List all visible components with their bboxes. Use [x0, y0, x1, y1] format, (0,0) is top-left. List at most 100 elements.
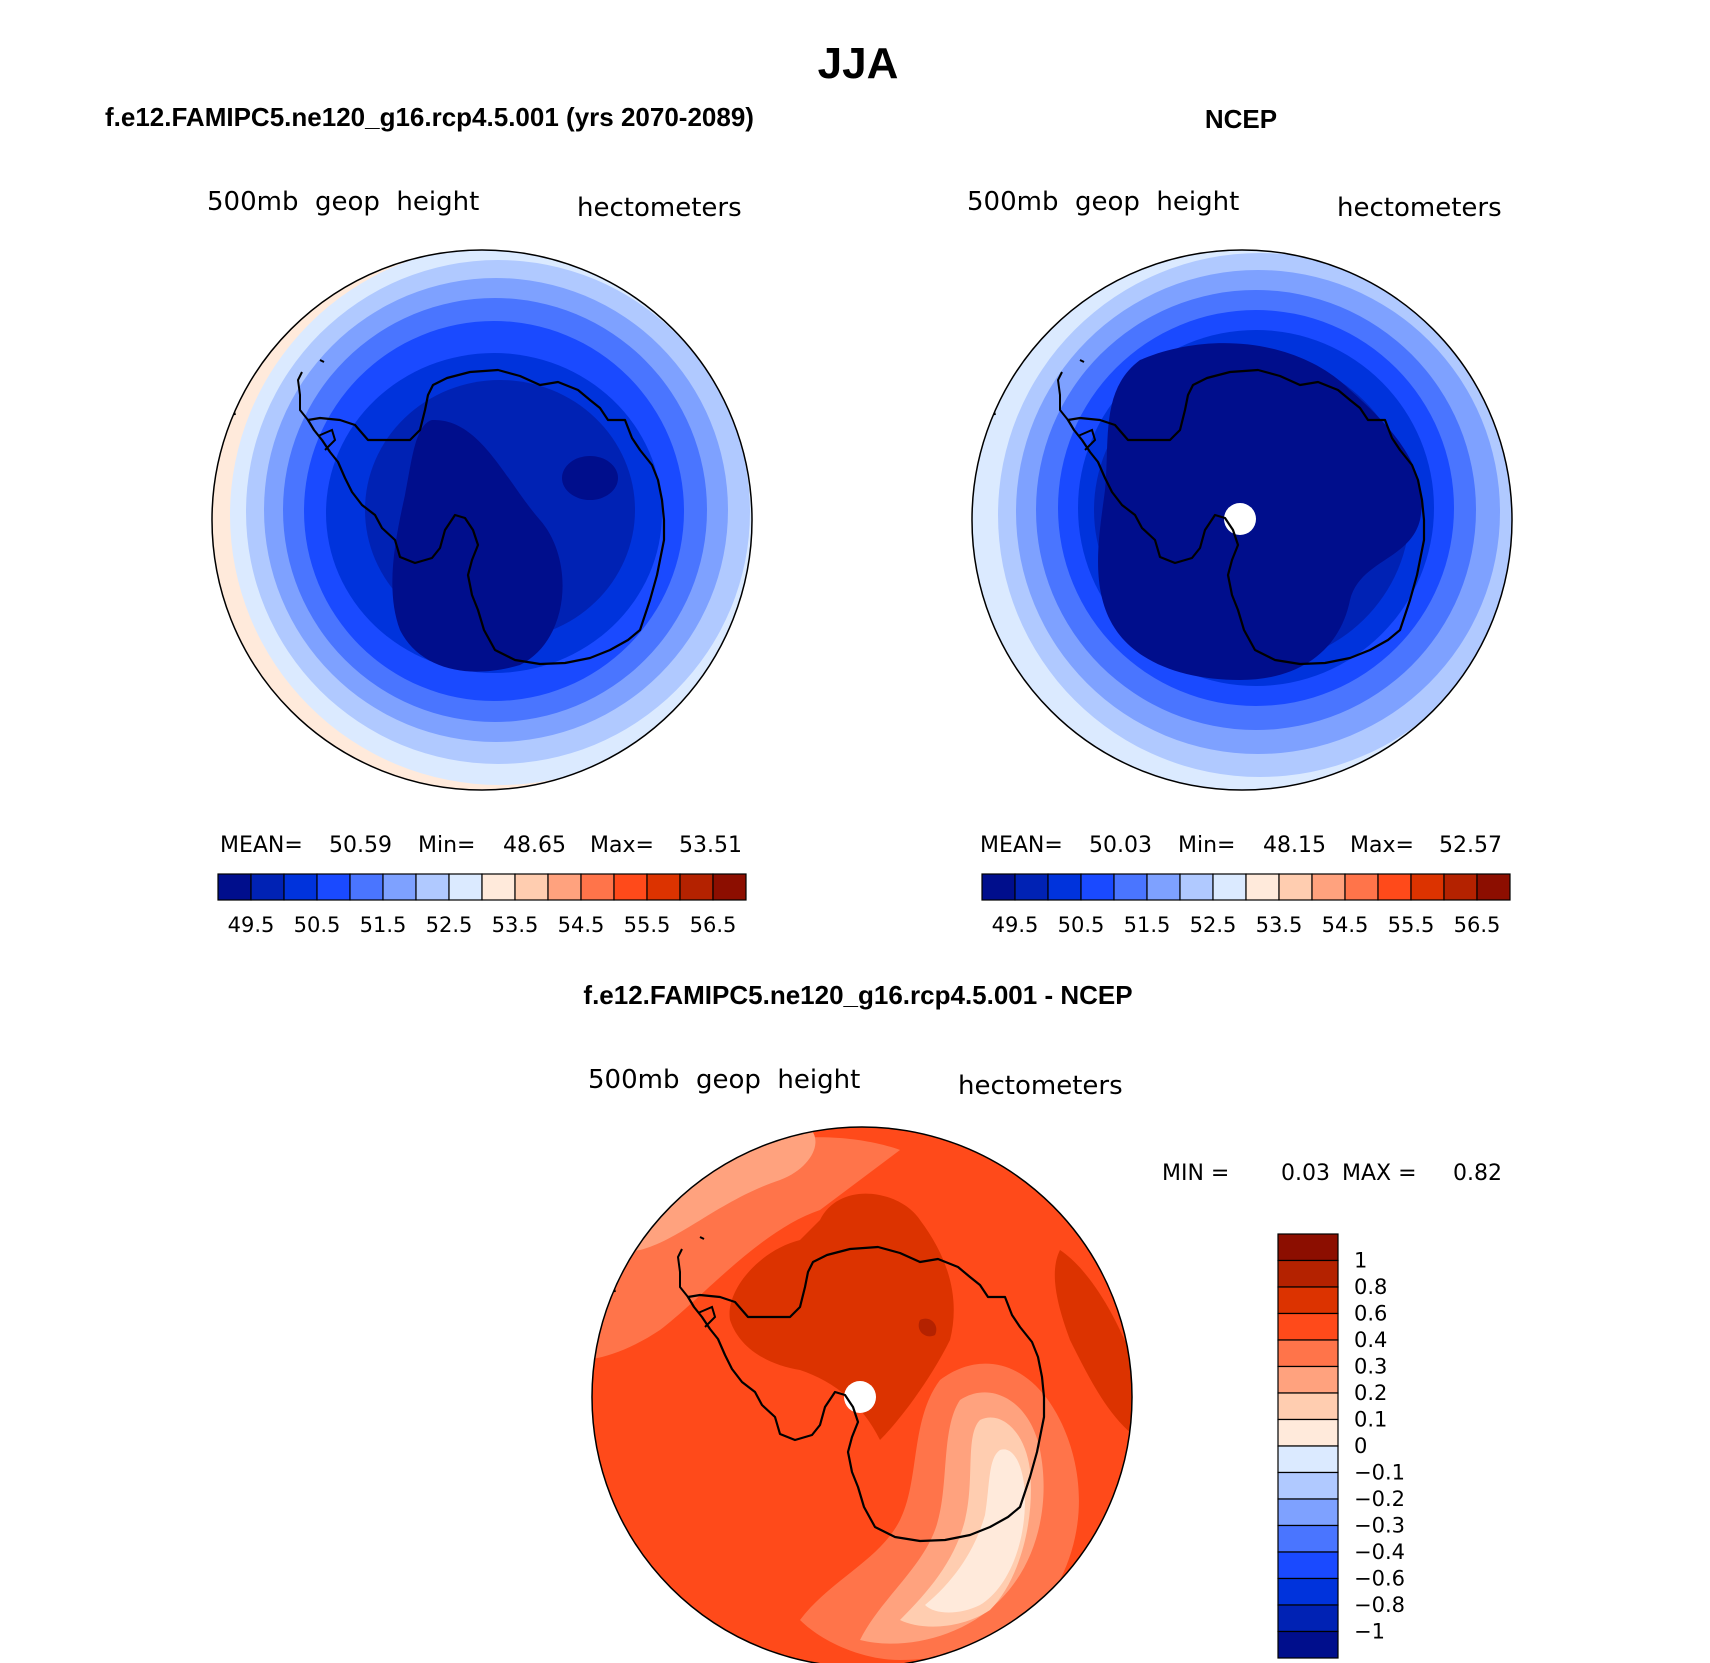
coastline-peninsula — [676, 1248, 689, 1298]
colorbar-swatch — [1245, 873, 1280, 901]
colorbar-tick-label: 51.5 — [1124, 913, 1171, 937]
colorbar-tick-label: 53.5 — [1256, 913, 1303, 937]
colorbar-swatch — [1277, 1233, 1339, 1262]
colorbar-tick-label: 55.5 — [624, 913, 671, 937]
antarctica-coastline — [991, 359, 1426, 666]
colorbar-tick-label: −0.3 — [1354, 1514, 1405, 1538]
colorbar-swatch — [1277, 1498, 1339, 1527]
colorbar-swatch — [679, 873, 714, 901]
stat-mean-value: 50.59 — [329, 833, 392, 858]
colorbar-swatch — [514, 873, 549, 901]
panel-model-left-label: 500mb geop height — [207, 187, 479, 217]
stat-min-value: 48.15 — [1263, 833, 1326, 858]
stat-max-label: MAX = — [1342, 1161, 1417, 1186]
colorbar-swatch — [1212, 873, 1247, 901]
colorbar-swatch — [981, 873, 1016, 901]
colorbar-tick-label: 0.4 — [1354, 1328, 1387, 1352]
panel-diff-right-label: hectometers — [958, 1071, 1123, 1101]
colorbar-swatch — [415, 873, 450, 901]
panel-obs-title: NCEP — [1205, 104, 1277, 134]
stat-min-label: MIN = — [1162, 1161, 1229, 1186]
figure-title: JJA — [818, 39, 899, 88]
colorbar-swatch — [1277, 1551, 1339, 1580]
colorbar-tick-label: 54.5 — [558, 913, 605, 937]
contour-low-center — [1098, 343, 1422, 680]
stat-max-label: Max= — [1350, 833, 1414, 858]
colorbar-swatch — [1047, 873, 1082, 901]
stats-obs: MEAN= 50.03 Min= 48.15 Max= 52.57 — [980, 833, 1502, 858]
colorbar-tick-label: 0 — [1354, 1434, 1367, 1458]
colorbar-tick-label: 49.5 — [992, 913, 1039, 937]
coastline-peninsula — [296, 371, 309, 421]
colorbar-model: 49.5 50.5 51.5 52.5 53.5 54.5 55.5 56.5 — [217, 873, 747, 937]
colorbar-swatch — [349, 873, 384, 901]
colorbar-tick-label: 0.2 — [1354, 1381, 1387, 1405]
stat-max-value: 53.51 — [679, 833, 742, 858]
colorbar-tick-label: 0.6 — [1354, 1302, 1387, 1326]
panel-model-title: f.e12.FAMIPC5.ne120_g16.rcp4.5.001 (yrs … — [105, 102, 754, 132]
colorbar-swatch — [217, 873, 252, 901]
colorbar-tick-label: 0.8 — [1354, 1275, 1387, 1299]
colorbar-swatch — [646, 873, 681, 901]
colorbar-tick-label: 51.5 — [360, 913, 407, 937]
colorbar-swatch — [1476, 873, 1511, 901]
colorbar-tick-label: 0.3 — [1354, 1355, 1387, 1379]
colorbar-swatch — [1377, 873, 1412, 901]
colorbar-swatch — [1344, 873, 1379, 901]
polar-map-model — [212, 250, 752, 790]
colorbar-swatch — [283, 873, 318, 901]
colorbar-swatch — [1277, 1392, 1339, 1421]
colorbar-swatch — [1179, 873, 1214, 901]
colorbar-swatch — [448, 873, 483, 901]
colorbar-swatch — [1278, 873, 1313, 901]
contour-low-secondary — [562, 456, 618, 500]
colorbar-swatch — [1146, 873, 1181, 901]
colorbar-swatch — [1113, 873, 1148, 901]
stat-min-value: 48.65 — [503, 833, 566, 858]
colorbar-swatch — [1311, 873, 1346, 901]
colorbar-tick-label: 0.1 — [1354, 1408, 1387, 1432]
colorbar-tick-label: −0.6 — [1354, 1567, 1405, 1591]
panel-diff-title: f.e12.FAMIPC5.ne120_g16.rcp4.5.001 - NCE… — [583, 980, 1132, 1010]
colorbar-swatch — [481, 873, 516, 901]
colorbar-swatch — [1014, 873, 1049, 901]
stat-mean-label: MEAN= — [980, 833, 1063, 858]
colorbar-tick-label: −0.2 — [1354, 1487, 1405, 1511]
colorbar-swatch — [1277, 1365, 1339, 1394]
stat-max-value: 52.57 — [1439, 833, 1502, 858]
colorbar-tick-label: −0.4 — [1354, 1540, 1405, 1564]
colorbar-swatch — [382, 873, 417, 901]
colorbar-swatch — [250, 873, 285, 901]
colorbar-swatch — [1080, 873, 1115, 901]
contour-0-0.1-ross — [925, 1449, 1025, 1613]
colorbar-obs: 49.5 50.5 51.5 52.5 53.5 54.5 55.5 56.5 — [981, 873, 1511, 937]
colorbar-diff: 10.8 0.60.4 0.30.2 0.10 −0.1−0.2 −0.3−0.4 −0.6… — [1277, 1233, 1405, 1659]
stat-max-label: Max= — [590, 833, 654, 858]
colorbar-swatch — [1277, 1339, 1339, 1368]
colorbar-swatch — [1277, 1445, 1339, 1474]
stat-min-value: 0.03 — [1281, 1161, 1330, 1186]
panel-diff-left-label: 500mb geop height — [588, 1065, 860, 1095]
stat-mean-value: 50.03 — [1089, 833, 1152, 858]
contour-0.6-0.8 — [729, 1193, 954, 1440]
colorbar-swatch — [1277, 1418, 1339, 1447]
panel-obs-left-label: 500mb geop height — [967, 187, 1239, 217]
colorbar-tick-label: 52.5 — [426, 913, 473, 937]
map-border-diff — [591, 1126, 1133, 1663]
colorbar-tick-label: 52.5 — [1190, 913, 1237, 937]
antarctica-coastline — [611, 1236, 1046, 1543]
colorbar-tick-label: −1 — [1354, 1620, 1385, 1644]
colorbar-tick-label: 50.5 — [1058, 913, 1105, 937]
colorbar-tick-label: 53.5 — [492, 913, 539, 937]
colorbar-tick-label: −0.1 — [1354, 1461, 1405, 1485]
colorbar-swatch — [316, 873, 351, 901]
colorbar-swatch — [1277, 1312, 1339, 1341]
panel-obs: NCEP 500mb geop height hectometers MEAN=… — [967, 104, 1513, 937]
colorbar-tick-label: 56.5 — [690, 913, 737, 937]
colorbar-tick-label: −0.8 — [1354, 1593, 1405, 1617]
panel-diff: f.e12.FAMIPC5.ne120_g16.rcp4.5.001 - NCE… — [583, 980, 1502, 1663]
panel-model-right-label: hectometers — [577, 193, 742, 223]
colorbar-swatch — [1277, 1259, 1339, 1288]
colorbar-tick-label: 56.5 — [1454, 913, 1501, 937]
colorbar-swatch — [712, 873, 747, 901]
